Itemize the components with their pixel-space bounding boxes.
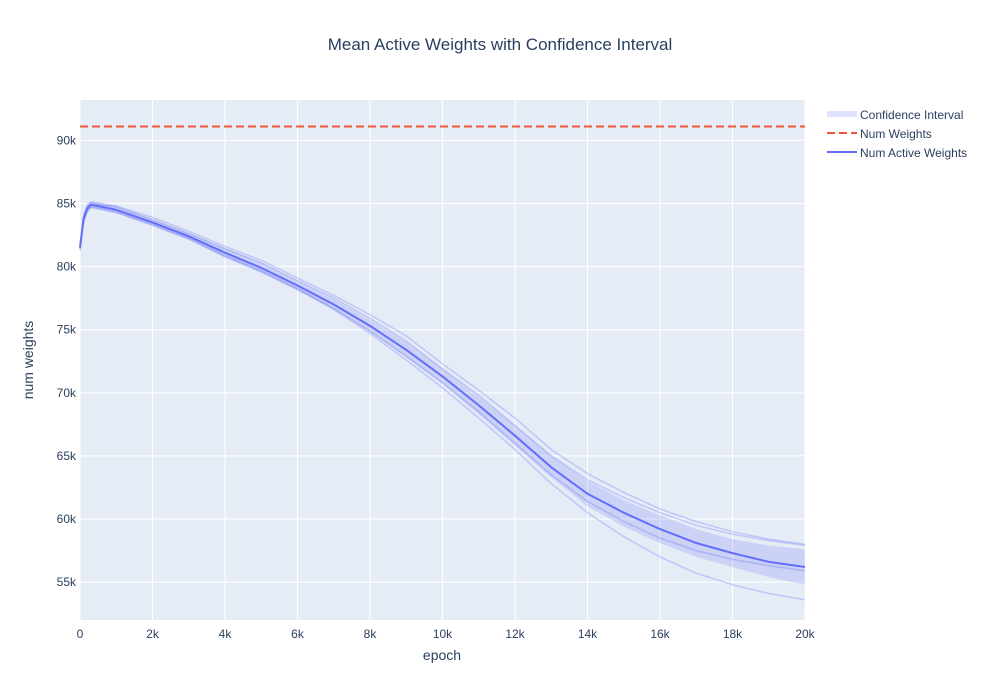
x-tick-label: 18k (723, 627, 743, 641)
x-tick-label: 6k (291, 627, 305, 641)
y-tick-label: 90k (57, 133, 77, 147)
grid (79, 100, 806, 620)
trial-line (79, 202, 806, 547)
legend-swatch-confidence-interval (827, 111, 857, 117)
legend-item-num-active-weights[interactable]: Num Active Weights (827, 146, 967, 160)
x-tick-label: 8k (364, 627, 378, 641)
y-axis-ticks: 55k 60k 65k 70k 75k 80k 85k 90k (57, 133, 77, 589)
chart-title: Mean Active Weights with Confidence Inte… (328, 35, 673, 54)
trial-line (79, 206, 806, 601)
x-tick-label: 10k (433, 627, 453, 641)
y-tick-label: 75k (57, 323, 77, 337)
confidence-band-layer (80, 201, 805, 585)
y-tick-label: 70k (57, 386, 77, 400)
x-tick-label: 0 (77, 627, 84, 641)
x-tick-label: 20k (795, 627, 815, 641)
trial-line (79, 205, 806, 572)
num-active-weights-line (79, 203, 806, 568)
legend-label-num-weights: Num Weights (860, 127, 932, 141)
x-tick-label: 14k (578, 627, 598, 641)
trial-lines-layer (79, 201, 806, 601)
x-tick-label: 2k (146, 627, 160, 641)
confidence-interval-band (80, 201, 805, 585)
legend-label-num-active-weights: Num Active Weights (860, 146, 967, 160)
x-axis-title: epoch (423, 647, 461, 663)
legend[interactable]: Confidence Interval Num Weights Num Acti… (827, 108, 967, 160)
y-tick-label: 65k (57, 449, 77, 463)
x-axis-ticks: 0 2k 4k 6k 8k 10k 12k 14k 16k 18k 20k (77, 627, 816, 641)
y-tick-label: 55k (57, 575, 77, 589)
x-tick-label: 4k (219, 627, 233, 641)
legend-item-num-weights[interactable]: Num Weights (827, 127, 932, 141)
legend-label-confidence-interval: Confidence Interval (860, 108, 963, 122)
series-lines-layer (79, 125, 806, 568)
y-axis-title: num weights (20, 321, 36, 400)
y-tick-label: 80k (57, 260, 77, 274)
x-tick-label: 16k (650, 627, 670, 641)
legend-item-confidence-interval[interactable]: Confidence Interval (827, 108, 963, 122)
trial-line (79, 201, 806, 546)
y-tick-label: 85k (57, 196, 77, 210)
x-tick-label: 12k (505, 627, 525, 641)
y-tick-label: 60k (57, 512, 77, 526)
